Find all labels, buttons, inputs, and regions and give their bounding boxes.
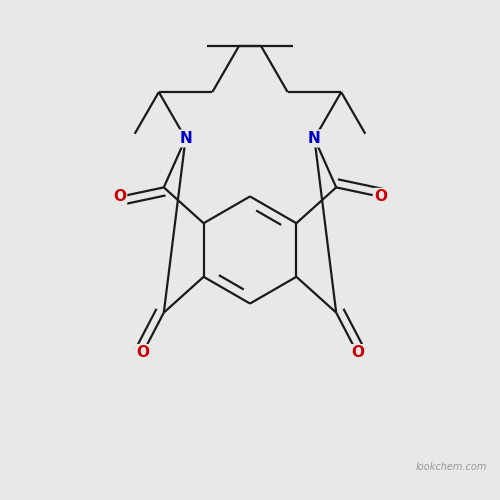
Text: O: O	[351, 346, 364, 360]
Text: O: O	[374, 190, 387, 204]
Text: O: O	[113, 190, 126, 204]
Text: N: N	[308, 131, 321, 146]
Text: O: O	[136, 346, 149, 360]
Text: N: N	[179, 131, 192, 146]
Text: lookchem.com: lookchem.com	[416, 462, 488, 472]
